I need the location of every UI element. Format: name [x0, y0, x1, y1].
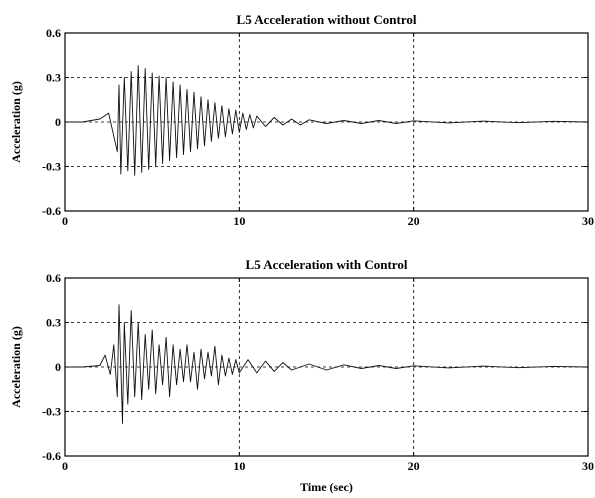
- y-axis-label: Acceleration (g): [9, 81, 23, 163]
- y-tick-label: 0.3: [46, 71, 61, 85]
- acceleration-series-line: [65, 65, 589, 176]
- x-tick-label: 0: [62, 459, 68, 473]
- x-axis-label: Time (sec): [300, 480, 353, 494]
- x-tick-label: 20: [408, 214, 420, 228]
- y-tick-label: -0.6: [42, 204, 61, 218]
- y-axis-label: Acceleration (g): [9, 326, 23, 408]
- x-tick-label: 30: [582, 459, 594, 473]
- x-tick-label: 10: [233, 459, 245, 473]
- y-tick-label: -0.3: [42, 405, 61, 419]
- y-tick-label: -0.3: [42, 160, 61, 174]
- y-tick-label: -0.6: [42, 449, 61, 463]
- x-tick-label: 20: [408, 459, 420, 473]
- x-tick-label: 30: [582, 214, 594, 228]
- x-tick-label: 10: [233, 214, 245, 228]
- y-tick-label: 0.6: [46, 271, 61, 285]
- y-tick-label: 0.6: [46, 26, 61, 40]
- chart-title: L5 Acceleration with Control: [246, 257, 408, 272]
- x-tick-label: 0: [62, 214, 68, 228]
- chart-title: L5 Acceleration without Control: [237, 12, 417, 27]
- y-tick-label: 0: [55, 360, 61, 374]
- chart-panel-2: 0 10 20 30 0.6 0.3 0 -0.3 -0.6 L5 Acceleration wi…: [9, 257, 594, 494]
- y-tick-label: 0.3: [46, 316, 61, 330]
- chart-panel-1: 0 10 20 30 0.6 0.3 0 -0.3 -0.6 L5 Acceleration wi…: [9, 12, 594, 228]
- y-tick-label: 0: [55, 115, 61, 129]
- acceleration-series-line: [65, 304, 589, 424]
